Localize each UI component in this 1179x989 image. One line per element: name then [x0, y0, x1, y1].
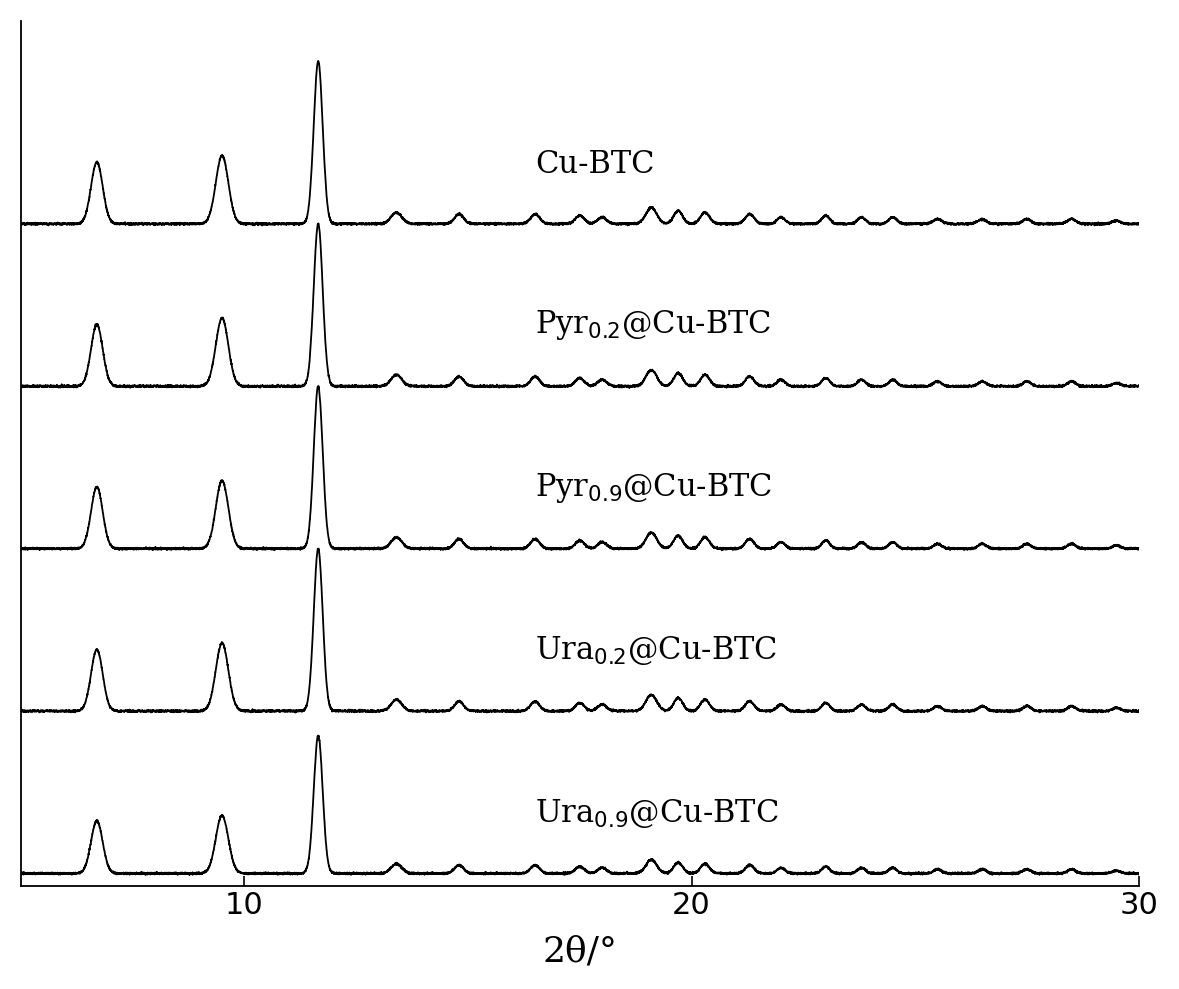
X-axis label: 2θ/°: 2θ/° — [542, 935, 618, 968]
Text: Ura$_{0.9}$@Cu-BTC: Ura$_{0.9}$@Cu-BTC — [535, 796, 778, 830]
Text: Cu-BTC: Cu-BTC — [535, 149, 654, 180]
Text: Pyr$_{0.9}$@Cu-BTC: Pyr$_{0.9}$@Cu-BTC — [535, 471, 772, 504]
Text: Ura$_{0.2}$@Cu-BTC: Ura$_{0.2}$@Cu-BTC — [535, 634, 778, 668]
Text: Pyr$_{0.2}$@Cu-BTC: Pyr$_{0.2}$@Cu-BTC — [535, 309, 771, 342]
